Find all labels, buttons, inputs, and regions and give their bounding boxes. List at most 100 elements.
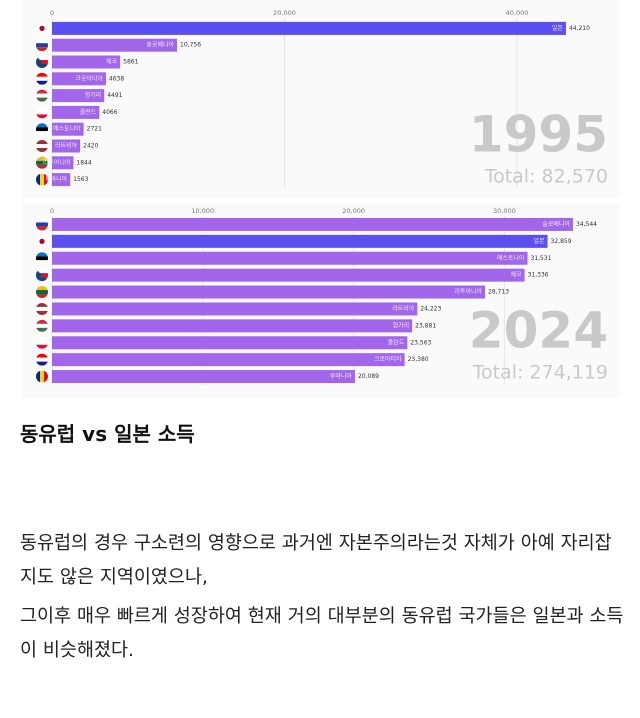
- category-label: 라트비아: [55, 142, 78, 150]
- flag: [36, 260, 48, 265]
- category-label: 일본: [534, 237, 546, 245]
- value-label: 2721: [87, 126, 102, 133]
- flag: [36, 47, 48, 52]
- flag: [36, 340, 48, 345]
- bar: [52, 217, 573, 231]
- flag: [36, 131, 48, 136]
- flag: [36, 302, 48, 307]
- x-tick-label: 0: [50, 9, 54, 17]
- flag: [36, 277, 48, 282]
- x-tick-label: 30,000: [493, 207, 516, 215]
- category-label: 체코: [511, 271, 523, 279]
- flag: [36, 140, 48, 144]
- bar: [52, 72, 106, 86]
- flag: [44, 370, 48, 383]
- flag: [36, 370, 40, 383]
- category-label: 라트비아: [392, 304, 415, 312]
- flag: [36, 72, 48, 77]
- flag: [36, 160, 48, 165]
- category-label: 크로아티아: [75, 74, 103, 82]
- value-label: 1563: [73, 176, 88, 183]
- flag: [36, 222, 48, 227]
- bar: [52, 156, 74, 170]
- value-label: 44,210: [569, 25, 590, 32]
- flag: [36, 76, 48, 81]
- category-label: 루마니아: [45, 175, 68, 183]
- bar: [52, 336, 408, 350]
- value-label: 23,563: [410, 339, 431, 346]
- paragraph: 동유럽의 경우 구소련의 영향으로 과거엔 자본주의라는것 자체가 아예 자리잡…: [20, 533, 612, 588]
- category-label: 에스토니아: [53, 125, 81, 133]
- flag: [36, 243, 48, 248]
- value-label: 2420: [83, 143, 98, 150]
- value-label: 1844: [76, 159, 91, 166]
- flag: [36, 56, 42, 68]
- x-tick-label: 10,000: [191, 207, 214, 215]
- flag: [36, 269, 48, 274]
- flag: [36, 306, 48, 311]
- flag: [36, 252, 48, 257]
- flag: [36, 361, 48, 366]
- flag: [36, 290, 48, 295]
- flag: [36, 294, 48, 299]
- flag: [36, 269, 42, 282]
- flag: [36, 114, 48, 119]
- bar: [52, 285, 486, 299]
- value-label: 4638: [109, 75, 124, 82]
- bar: [52, 105, 100, 119]
- flag: [39, 238, 45, 244]
- value-label: 23,380: [408, 356, 429, 363]
- flag: [36, 127, 48, 132]
- flag: [36, 22, 48, 27]
- flag: [36, 89, 48, 94]
- bar: [52, 38, 178, 52]
- x-tick-label: 20,000: [273, 9, 296, 17]
- category-label: 체코: [106, 58, 118, 66]
- bar: [52, 251, 528, 265]
- flag: [36, 319, 48, 324]
- category-label: 리투아니아: [454, 288, 482, 296]
- value-label: 23,881: [415, 322, 436, 329]
- value-label: 31,531: [531, 255, 552, 262]
- year-label: 2024: [469, 302, 608, 360]
- year-label: 1995: [469, 106, 608, 164]
- bar: [52, 234, 548, 248]
- flag: [36, 357, 48, 362]
- post-heading: 동유럽 vs 일본 소득: [20, 422, 195, 446]
- total-label: Total: 274,119: [472, 362, 608, 384]
- flag: [36, 30, 48, 35]
- category-label: 슬로베니아: [542, 220, 570, 228]
- flag: [36, 106, 48, 111]
- value-label: 34,544: [576, 221, 597, 228]
- flag: [36, 148, 48, 152]
- flag: [36, 110, 48, 115]
- value-label: 28,713: [488, 289, 509, 296]
- flag: [36, 64, 48, 68]
- flag: [36, 336, 48, 341]
- value-label: 32,859: [551, 238, 572, 245]
- flag: [36, 323, 48, 328]
- bar: [52, 173, 71, 187]
- category-label: 헝가리: [393, 321, 410, 329]
- category-label: 크로아티아: [374, 355, 402, 363]
- flag: [40, 370, 44, 383]
- value-label: 10,756: [180, 42, 201, 49]
- flag: [36, 353, 48, 358]
- x-tick-label: 40,000: [506, 9, 529, 17]
- flag: [36, 56, 48, 60]
- flag: [36, 156, 48, 161]
- category-label: 슬로베니아: [146, 41, 174, 49]
- value-label: 31,336: [528, 272, 549, 279]
- value-label: 4066: [102, 109, 117, 116]
- total-label: Total: 82,570: [484, 166, 608, 188]
- category-label: 헝가리: [85, 91, 102, 99]
- category-label: 폴란드: [388, 339, 405, 346]
- category-label: 에스토니아: [497, 254, 525, 262]
- flag: [36, 235, 48, 240]
- bar: [52, 302, 418, 316]
- category-label: 루마니아: [330, 372, 353, 380]
- bar: [52, 21, 566, 35]
- flag: [36, 344, 48, 349]
- category-label: 일본: [552, 24, 564, 32]
